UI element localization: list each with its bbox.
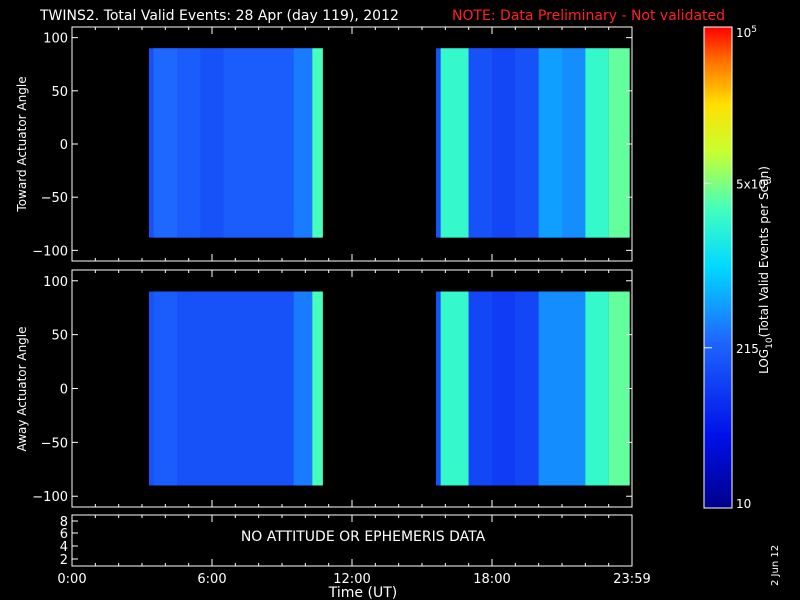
away-heatmap (149, 291, 630, 486)
x-tick-label: 0:00 (57, 572, 86, 587)
colorbar-frame (703, 26, 733, 509)
y-tick-label: 50 (51, 85, 68, 100)
heatmap-cell (200, 291, 224, 486)
heatmap-cell (468, 291, 492, 486)
colorbar-gradient (704, 27, 732, 508)
heatmap-cell (177, 291, 201, 486)
heatmap-cell (270, 291, 294, 486)
colorbar-tick-label: 215 (736, 342, 759, 356)
heatmap-cell (247, 48, 271, 238)
y-tick-label: 0 (60, 383, 68, 398)
heatmap-cell (538, 48, 562, 238)
colorbar-tick-label: 105 (736, 25, 757, 40)
colorbar-label: LOG10(Total Valid Events per Scan) (757, 166, 775, 374)
heatmap-cell (492, 291, 516, 486)
x-tick-label: 23:59 (613, 572, 650, 587)
x-tick-label: 6:00 (197, 572, 226, 587)
x-tick-label: 18:00 (473, 572, 510, 587)
heatmap-cell (585, 291, 609, 486)
heatmap-cell (492, 48, 516, 238)
toward-y-label: Toward Actuator Angle (15, 76, 29, 212)
heatmap-cell (247, 291, 271, 486)
heatmap-cell (515, 291, 539, 486)
y-tick-label: −50 (41, 191, 68, 206)
no-data-message: NO ATTITUDE OR EPHEMERIS DATA (241, 529, 486, 545)
colorbar-tick-label: 5x103 (736, 176, 772, 191)
heatmap-cell (200, 48, 224, 238)
colorbar: 10 215 5x103 105 LOG10(Total Valid Events p… (703, 25, 775, 511)
y-tick-label: 100 (43, 275, 68, 290)
heatmap-cell (153, 48, 177, 238)
heatmap-cell (538, 291, 562, 486)
heatmap-cell (270, 48, 294, 238)
date-stamp: 2 Jun 12 (770, 544, 781, 586)
heatmap-cell (585, 48, 609, 238)
heatmap-cell (293, 291, 313, 486)
heatmap-cell (440, 291, 469, 486)
away-y-label: Away Actuator Angle (15, 326, 29, 451)
time-x-axis: 0:00 6:00 12:00 18:00 23:59 (57, 27, 651, 587)
colorbar-tick-label: 10 (736, 497, 751, 511)
heatmap-cell (468, 48, 492, 238)
y-tick-label: −100 (32, 490, 68, 505)
heatmap-cell (608, 48, 630, 238)
y-tick-label: −100 (32, 244, 68, 259)
heatmap-cell (515, 48, 539, 238)
toward-y-axis: 100 50 0 −50 −100 (32, 32, 632, 259)
away-panel: 100 50 0 −50 −100 Away Actuator Angle (15, 269, 633, 508)
x-axis-label: Time (UT) (328, 585, 397, 600)
y-tick-label: 6 (60, 527, 68, 542)
heatmap-cell (293, 48, 313, 238)
heatmap-cell (223, 48, 247, 238)
heatmap-cell (562, 48, 586, 238)
toward-panel: 100 50 0 −50 −100 Toward Actuator Angle (15, 26, 633, 262)
colorbar-ticks: 10 215 5x103 105 (704, 25, 772, 511)
y-tick-label: −50 (41, 436, 68, 451)
heatmap-cell (562, 291, 586, 486)
heatmap-cell (312, 48, 323, 238)
y-tick-label: 8 (60, 515, 68, 530)
preliminary-note: NOTE: Data Preliminary - Not validated (452, 8, 726, 24)
away-y-axis: 100 50 0 −50 −100 (32, 275, 632, 505)
y-tick-label: 100 (43, 32, 68, 47)
y-tick-label: 50 (51, 329, 68, 344)
y-tick-label: 4 (60, 540, 68, 555)
heatmap-cell (312, 291, 323, 486)
y-tick-label: 0 (60, 138, 68, 153)
x-tick-label: 12:00 (333, 572, 370, 587)
y-tick-label: 2 (60, 553, 68, 568)
toward-heatmap (149, 48, 630, 238)
heatmap-cell (223, 291, 247, 486)
heatmap-cell (608, 291, 630, 486)
heatmap-cell (177, 48, 201, 238)
chart-title: TWINS2. Total Valid Events: 28 Apr (day … (40, 8, 399, 24)
heatmap-cell (153, 291, 177, 486)
heatmap-cell (440, 48, 469, 238)
